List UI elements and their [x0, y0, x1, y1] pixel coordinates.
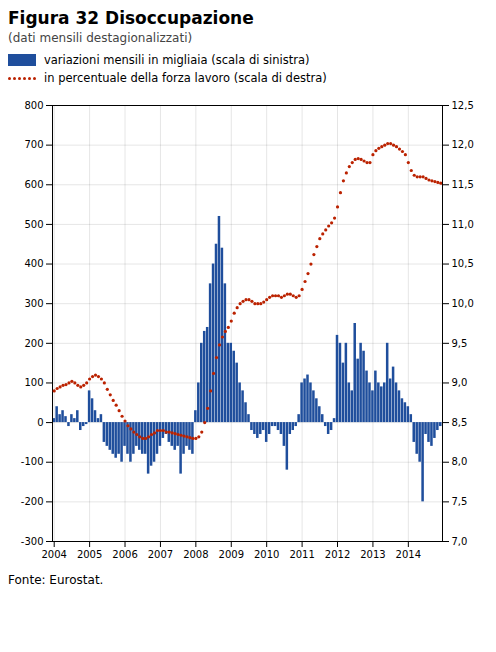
svg-text:2007: 2007 — [148, 549, 173, 560]
svg-text:400: 400 — [24, 258, 43, 269]
svg-text:9,5: 9,5 — [452, 338, 468, 349]
svg-text:2006: 2006 — [112, 549, 137, 560]
svg-text:-200: -200 — [21, 496, 44, 507]
svg-text:9,0: 9,0 — [452, 377, 468, 388]
svg-text:2013: 2013 — [360, 549, 385, 560]
svg-text:2004: 2004 — [41, 549, 66, 560]
html-text:in percentuale della forza lav: in percentuale della forza lavoro (scala… — [44, 71, 327, 85]
svg-text:-300: -300 — [21, 536, 44, 547]
svg-text:2005: 2005 — [77, 549, 102, 560]
svg-text:7,0: 7,0 — [452, 536, 468, 547]
svg-text:11,0: 11,0 — [452, 219, 474, 230]
svg-text:100: 100 — [24, 377, 43, 388]
svg-text:7,5: 7,5 — [452, 496, 468, 507]
svg-text:700: 700 — [24, 139, 43, 150]
svg-text:2012: 2012 — [325, 549, 350, 560]
svg-text:12,5: 12,5 — [452, 100, 474, 111]
svg-text:8,0: 8,0 — [452, 456, 468, 467]
svg-text:12,0: 12,0 — [452, 139, 474, 150]
svg-text:300: 300 — [24, 298, 43, 309]
html-text:variazioni mensili in migliaia: variazioni mensili in migliaia (scala di… — [44, 53, 310, 67]
svg-text:0: 0 — [37, 417, 43, 428]
svg-text:11,5: 11,5 — [452, 179, 474, 190]
svg-text:2009: 2009 — [219, 549, 244, 560]
svg-text:-100: -100 — [21, 456, 44, 467]
svg-text:600: 600 — [24, 179, 43, 190]
svg-text:2014: 2014 — [396, 549, 421, 560]
svg-text:2008: 2008 — [183, 549, 208, 560]
svg-text:200: 200 — [24, 338, 43, 349]
html-text:Fonte: Eurostat.: Fonte: Eurostat. — [8, 573, 104, 587]
svg-text:2010: 2010 — [254, 549, 279, 560]
svg-text:8,5: 8,5 — [452, 417, 468, 428]
html-text:Figura 32 Disoccupazione: Figura 32 Disoccupazione — [8, 8, 254, 28]
html-text:(dati mensili destagionalizzat: (dati mensili destagionalizzati) — [8, 31, 193, 45]
svg-text:800: 800 — [24, 100, 43, 111]
svg-text:10,5: 10,5 — [452, 258, 474, 269]
svg-text:2011: 2011 — [289, 549, 314, 560]
svg-text:500: 500 — [24, 219, 43, 230]
svg-text:10,0: 10,0 — [452, 298, 474, 309]
